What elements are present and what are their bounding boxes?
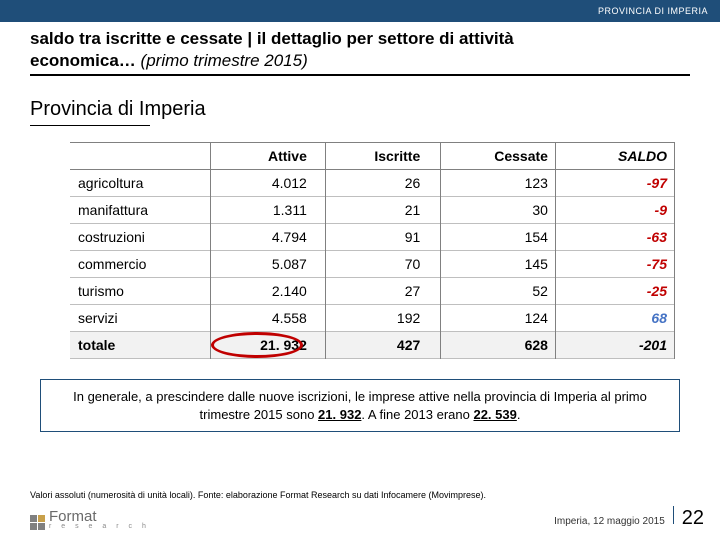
cell-cessate: 123 xyxy=(428,170,556,197)
location-date: Imperia, 12 maggio 2015 xyxy=(554,516,665,527)
page-divider xyxy=(673,506,674,524)
cell-sector: servizi xyxy=(70,305,200,332)
cell-iscritte: 427 xyxy=(315,332,428,359)
col-saldo-head: SALDO xyxy=(556,143,675,170)
page-number: 22 xyxy=(682,507,704,530)
table-vline xyxy=(325,142,326,359)
footer: Format r e s e a r c h Imperia, 12 maggi… xyxy=(30,506,704,530)
cell-saldo: -9 xyxy=(556,197,675,224)
cell-attive: 5.087 xyxy=(200,251,315,278)
source-text: Valori assoluti (numerosità di unità loc… xyxy=(30,490,690,500)
cell-iscritte: 27 xyxy=(315,278,428,305)
subtitle: Provincia di Imperia xyxy=(0,80,720,127)
cell-saldo: -25 xyxy=(556,278,675,305)
cell-cessate: 145 xyxy=(428,251,556,278)
cell-saldo: -97 xyxy=(556,170,675,197)
cell-saldo: -63 xyxy=(556,224,675,251)
cell-sector: turismo xyxy=(70,278,200,305)
note-val1: 21. 932 xyxy=(318,407,361,422)
table-vline xyxy=(210,142,211,359)
cell-sector: totale xyxy=(70,332,200,359)
note-post: . xyxy=(517,407,521,422)
note-val2: 22. 539 xyxy=(473,407,516,422)
cell-saldo: 68 xyxy=(556,305,675,332)
cell-sector: costruzioni xyxy=(70,224,200,251)
title-underline xyxy=(30,74,690,76)
note-box: In generale, a prescindere dalle nuove i… xyxy=(40,379,680,432)
cell-sector: agricoltura xyxy=(70,170,200,197)
cell-attive: 4.012 xyxy=(200,170,315,197)
table-container: Attive Iscritte Cessate SALDO agricoltur… xyxy=(70,142,675,359)
cell-cessate: 628 xyxy=(428,332,556,359)
cell-attive: 4.794 xyxy=(200,224,315,251)
title-italic-2b: (primo trimestre 2015) xyxy=(136,51,308,70)
logo-sub: r e s e a r c h xyxy=(49,524,150,530)
title-plain-2a: economica… xyxy=(30,51,136,70)
title-line-2: economica… (primo trimestre 2015) xyxy=(30,50,690,72)
cell-cessate: 30 xyxy=(428,197,556,224)
cell-sector: manifattura xyxy=(70,197,200,224)
col-iscritte-head: Iscritte xyxy=(315,143,428,170)
cell-attive: 21. 932 xyxy=(200,332,315,359)
page-info: Imperia, 12 maggio 2015 22 xyxy=(554,506,704,530)
logo-icon xyxy=(30,515,45,530)
logo: Format r e s e a r c h xyxy=(30,510,150,530)
cell-sector: commercio xyxy=(70,251,200,278)
table-wrap: Attive Iscritte Cessate SALDO agricoltur… xyxy=(0,126,720,359)
cell-attive: 1.311 xyxy=(200,197,315,224)
cell-iscritte: 70 xyxy=(315,251,428,278)
table-row: agricoltura4.01226123-97 xyxy=(70,170,675,197)
table-total-row: totale21. 932427628-201 xyxy=(70,332,675,359)
col-cessate-head: Cessate xyxy=(428,143,556,170)
cell-cessate: 52 xyxy=(428,278,556,305)
table-row: commercio5.08770145-75 xyxy=(70,251,675,278)
cell-cessate: 154 xyxy=(428,224,556,251)
title-line-1: saldo tra iscritte e cessate | il dettag… xyxy=(30,28,690,50)
cell-iscritte: 21 xyxy=(315,197,428,224)
note-mid: . A fine 2013 erano xyxy=(361,407,473,422)
table-vline xyxy=(555,142,556,359)
cell-cessate: 124 xyxy=(428,305,556,332)
table-row: manifattura1.3112130-9 xyxy=(70,197,675,224)
table-vline xyxy=(674,142,675,359)
col-attive-head: Attive xyxy=(200,143,315,170)
cell-iscritte: 192 xyxy=(315,305,428,332)
table-row: servizi4.55819212468 xyxy=(70,305,675,332)
col-sector-head xyxy=(70,143,200,170)
logo-text: Format r e s e a r c h xyxy=(49,510,150,530)
table-body: agricoltura4.01226123-97manifattura1.311… xyxy=(70,170,675,359)
cell-saldo: -201 xyxy=(556,332,675,359)
header-band: PROVINCIA DI IMPERIA xyxy=(0,0,720,22)
band-text: PROVINCIA DI IMPERIA xyxy=(598,6,708,16)
table-vline xyxy=(440,142,441,359)
table-row: turismo2.1402752-25 xyxy=(70,278,675,305)
cell-attive: 2.140 xyxy=(200,278,315,305)
cell-iscritte: 91 xyxy=(315,224,428,251)
cell-attive: 4.558 xyxy=(200,305,315,332)
data-table: Attive Iscritte Cessate SALDO agricoltur… xyxy=(70,142,675,359)
cell-saldo: -75 xyxy=(556,251,675,278)
title-area: saldo tra iscritte e cessate | il dettag… xyxy=(0,22,720,80)
cell-iscritte: 26 xyxy=(315,170,428,197)
table-header-row: Attive Iscritte Cessate SALDO xyxy=(70,143,675,170)
table-row: costruzioni4.79491154-63 xyxy=(70,224,675,251)
